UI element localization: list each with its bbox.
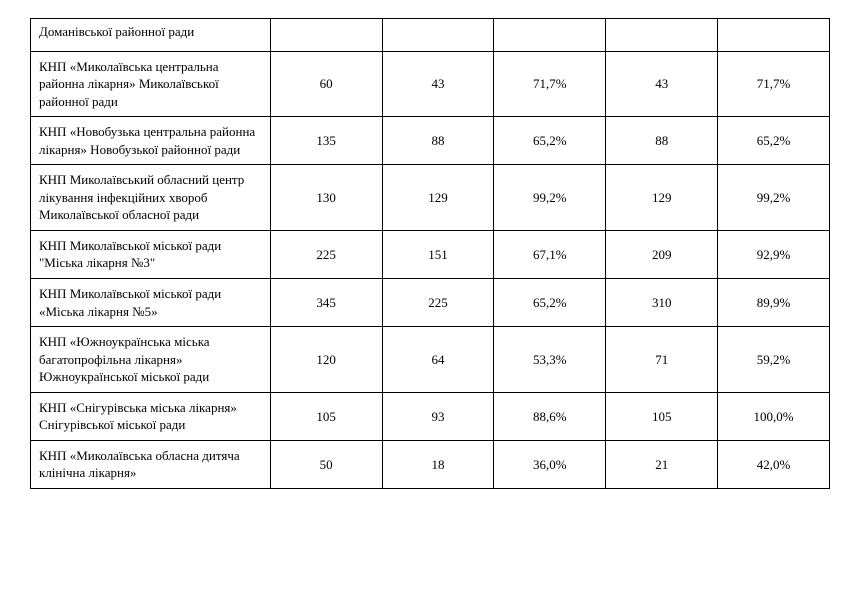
cell-c2: 93	[382, 392, 494, 440]
table-body: Доманівської районної ради КНП «Миколаїв…	[31, 19, 830, 489]
table-row: КНП «Южноукраїнська міська багатопрофіль…	[31, 327, 830, 393]
cell-c4: 310	[606, 279, 718, 327]
cell-c5: 42,0%	[718, 440, 830, 488]
cell-name: КНП «Южноукраїнська міська багатопрофіль…	[31, 327, 271, 393]
cell-c3: 71,7%	[494, 51, 606, 117]
cell-c4: 21	[606, 440, 718, 488]
cell-name: КНП Миколаївської міської ради "Міська л…	[31, 230, 271, 278]
cell-c3: 65,2%	[494, 279, 606, 327]
cell-c3: 36,0%	[494, 440, 606, 488]
cell-name: КНП Миколаївської міської ради «Міська л…	[31, 279, 271, 327]
cell-c2: 129	[382, 165, 494, 231]
table-row: КНП «Новобузька центральна районна лікар…	[31, 117, 830, 165]
table-row: КНП «Миколаївська обласна дитяча клінічн…	[31, 440, 830, 488]
cell-c4: 209	[606, 230, 718, 278]
cell-c1	[270, 19, 382, 52]
cell-c4	[606, 19, 718, 52]
cell-c4: 105	[606, 392, 718, 440]
cell-name: КНП «Миколаївська центральна районна лік…	[31, 51, 271, 117]
cell-c5: 92,9%	[718, 230, 830, 278]
cell-c1: 225	[270, 230, 382, 278]
table-row: КНП «Миколаївська центральна районна лік…	[31, 51, 830, 117]
cell-c2: 64	[382, 327, 494, 393]
table-row: КНП Миколаївської міської ради «Міська л…	[31, 279, 830, 327]
cell-c2	[382, 19, 494, 52]
cell-name: КНП Миколаївський обласний центр лікуван…	[31, 165, 271, 231]
table-row: КНП Миколаївський обласний центр лікуван…	[31, 165, 830, 231]
cell-c1: 135	[270, 117, 382, 165]
cell-c3: 53,3%	[494, 327, 606, 393]
cell-c2: 88	[382, 117, 494, 165]
cell-c2: 18	[382, 440, 494, 488]
cell-c2: 225	[382, 279, 494, 327]
table-row: КНП «Снігурівська міська лікарня» Снігур…	[31, 392, 830, 440]
cell-c4: 71	[606, 327, 718, 393]
cell-c1: 50	[270, 440, 382, 488]
cell-c3: 65,2%	[494, 117, 606, 165]
cell-c4: 43	[606, 51, 718, 117]
table-row: Доманівської районної ради	[31, 19, 830, 52]
cell-c5: 89,9%	[718, 279, 830, 327]
cell-c3: 99,2%	[494, 165, 606, 231]
cell-c5: 71,7%	[718, 51, 830, 117]
cell-c4: 88	[606, 117, 718, 165]
cell-c5	[718, 19, 830, 52]
cell-c4: 129	[606, 165, 718, 231]
cell-c1: 60	[270, 51, 382, 117]
cell-c3: 88,6%	[494, 392, 606, 440]
cell-c5: 100,0%	[718, 392, 830, 440]
cell-c5: 65,2%	[718, 117, 830, 165]
table-row: КНП Миколаївської міської ради "Міська л…	[31, 230, 830, 278]
hospitals-table: Доманівської районної ради КНП «Миколаїв…	[30, 18, 830, 489]
cell-c2: 151	[382, 230, 494, 278]
cell-c1: 120	[270, 327, 382, 393]
cell-c5: 59,2%	[718, 327, 830, 393]
cell-c3	[494, 19, 606, 52]
cell-c1: 345	[270, 279, 382, 327]
cell-c1: 130	[270, 165, 382, 231]
cell-c2: 43	[382, 51, 494, 117]
cell-c3: 67,1%	[494, 230, 606, 278]
cell-name: КНП «Новобузька центральна районна лікар…	[31, 117, 271, 165]
cell-c1: 105	[270, 392, 382, 440]
cell-name: КНП «Снігурівська міська лікарня» Снігур…	[31, 392, 271, 440]
page: Доманівської районної ради КНП «Миколаїв…	[0, 0, 860, 607]
cell-c5: 99,2%	[718, 165, 830, 231]
cell-name: Доманівської районної ради	[31, 19, 271, 52]
cell-name: КНП «Миколаївська обласна дитяча клінічн…	[31, 440, 271, 488]
